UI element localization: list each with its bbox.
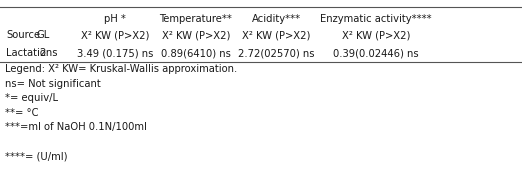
- Text: Legend: X² KW= Kruskal-Wallis approximation.: Legend: X² KW= Kruskal-Wallis approximat…: [5, 64, 238, 74]
- Text: 0.39(0.02446) ns: 0.39(0.02446) ns: [333, 48, 419, 58]
- Text: Enzymatic activity****: Enzymatic activity****: [320, 14, 432, 24]
- Text: 2.72(02570) ns: 2.72(02570) ns: [239, 48, 315, 58]
- Text: 3.49 (0.175) ns: 3.49 (0.175) ns: [77, 48, 153, 58]
- Text: X² KW (P>X2): X² KW (P>X2): [342, 30, 410, 40]
- Text: X² KW (P>X2): X² KW (P>X2): [162, 30, 230, 40]
- Text: X² KW (P>X2): X² KW (P>X2): [81, 30, 149, 40]
- Text: ****= (U/ml): ****= (U/ml): [5, 152, 68, 161]
- Text: ***=ml of NaOH 0.1N/100ml: ***=ml of NaOH 0.1N/100ml: [5, 122, 147, 132]
- Text: GL: GL: [36, 30, 50, 40]
- Text: Temperature**: Temperature**: [159, 14, 232, 24]
- Text: pH *: pH *: [104, 14, 126, 24]
- Text: 0.89(6410) ns: 0.89(6410) ns: [161, 48, 231, 58]
- Text: Source: Source: [6, 30, 40, 40]
- Text: Lactations: Lactations: [6, 48, 58, 58]
- Text: **= °C: **= °C: [5, 108, 39, 118]
- Text: ns= Not significant: ns= Not significant: [5, 79, 101, 89]
- Text: *= equiv/L: *= equiv/L: [5, 93, 58, 103]
- Text: 2: 2: [40, 48, 46, 58]
- Text: Acidity***: Acidity***: [252, 14, 301, 24]
- Text: X² KW (P>X2): X² KW (P>X2): [243, 30, 311, 40]
